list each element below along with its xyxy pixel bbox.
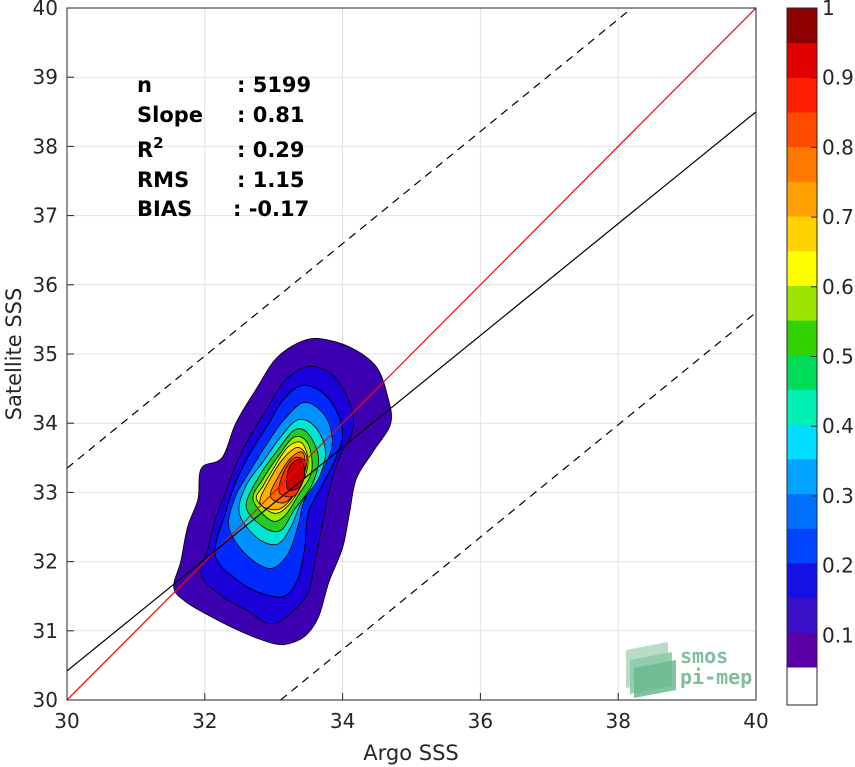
x-ticks: 30 32 34 36 38 40 bbox=[54, 693, 769, 733]
colorbar-tick-label: 0.2 bbox=[822, 554, 854, 578]
colorbar-swatch-12 bbox=[787, 216, 817, 252]
colorbar-swatch-8 bbox=[787, 354, 817, 391]
colorbar bbox=[787, 8, 817, 705]
colorbar-tick-label: 0.7 bbox=[822, 205, 854, 229]
x-tick-label: 32 bbox=[192, 709, 217, 733]
colorbar-swatch-9 bbox=[787, 320, 817, 356]
colorbar-swatch-5 bbox=[787, 458, 817, 495]
y-tick-label: 38 bbox=[33, 134, 58, 158]
colorbar-tick-label: 0.1 bbox=[822, 623, 854, 647]
colorbar-tick-label: 0.8 bbox=[822, 135, 854, 159]
y-tick-label: 34 bbox=[33, 411, 58, 435]
colorbar-swatch-4 bbox=[787, 493, 817, 529]
colorbar-swatch-6 bbox=[787, 424, 817, 460]
y-axis-label: Satellite SSS bbox=[2, 288, 26, 421]
y-tick-label: 32 bbox=[33, 550, 58, 574]
colorbar-swatch-13 bbox=[787, 181, 817, 217]
smos-pi-mep-logo: smos pi-mep bbox=[626, 642, 752, 698]
colorbar-swatch-3 bbox=[787, 528, 817, 564]
stat-r2-value: : 0.29 bbox=[237, 138, 305, 162]
colorbar-swatch-16 bbox=[787, 77, 817, 113]
x-tick-label: 34 bbox=[330, 709, 355, 733]
x-tick-label: 38 bbox=[605, 709, 630, 733]
x-tick-label: 30 bbox=[54, 709, 79, 733]
contour-level-11 bbox=[286, 458, 306, 491]
y-ticks: 30 31 32 33 34 35 36 37 38 39 40 bbox=[33, 0, 74, 712]
one-to-one-line bbox=[67, 8, 756, 700]
colorbar-swatch-1 bbox=[787, 597, 817, 633]
x-tick-label: 36 bbox=[468, 709, 493, 733]
upper-bound-line bbox=[67, 8, 633, 469]
stat-n-value: : 5199 bbox=[237, 73, 311, 97]
y-tick-label: 35 bbox=[33, 342, 58, 366]
y-tick-label: 39 bbox=[33, 65, 58, 89]
colorbar-ticks: 0.1 0.2 0.3 0.4 0.5 0.6 0.7 0.8 0.9 1 bbox=[811, 0, 854, 647]
x-axis-label: Argo SSS bbox=[363, 741, 458, 765]
colorbar-tick-label: 0.6 bbox=[822, 275, 854, 299]
colorbar-swatch-7 bbox=[787, 389, 817, 425]
colorbar-tick-label: 0.9 bbox=[822, 66, 854, 90]
colorbar-swatch-17 bbox=[787, 42, 817, 78]
stat-r2-sup: 2 bbox=[153, 134, 163, 152]
colorbar-bottom-swatch bbox=[787, 667, 817, 705]
stat-slope-label: Slope bbox=[137, 103, 203, 127]
stat-r2-base: R bbox=[137, 138, 153, 162]
stat-rms-value: : 1.15 bbox=[237, 168, 305, 192]
logo-waves-icon bbox=[626, 642, 676, 698]
stat-bias-value: : -0.17 bbox=[233, 197, 309, 221]
line-layer bbox=[67, 8, 756, 700]
y-tick-label: 33 bbox=[33, 480, 58, 504]
stats-box: n : 5199 Slope : 0.81 R2 : 0.29 RMS : 1.… bbox=[137, 73, 311, 221]
colorbar-swatch-10 bbox=[787, 285, 817, 321]
colorbar-swatch-15 bbox=[787, 112, 817, 148]
stat-r2-label: R2 bbox=[137, 134, 164, 162]
y-tick-label: 36 bbox=[33, 273, 58, 297]
colorbar-swatch-18 bbox=[787, 8, 817, 44]
colorbar-tick-label: 0.4 bbox=[822, 414, 854, 438]
y-tick-label: 31 bbox=[33, 619, 58, 643]
lower-bound-line bbox=[280, 312, 756, 700]
y-tick-label: 37 bbox=[33, 204, 58, 228]
x-tick-label: 40 bbox=[743, 709, 768, 733]
colorbar-tick-label: 1 bbox=[822, 0, 835, 20]
colorbar-tick-label: 0.3 bbox=[822, 484, 854, 508]
colorbar-swatch-0 bbox=[787, 632, 817, 668]
y-tick-label: 30 bbox=[33, 688, 58, 712]
logo-line2: pi-mep bbox=[680, 665, 752, 689]
colorbar-swatch-14 bbox=[787, 146, 817, 182]
stat-n-label: n bbox=[137, 73, 152, 97]
colorbar-swatch-11 bbox=[787, 250, 817, 286]
regression-line bbox=[67, 111, 756, 672]
y-tick-label: 40 bbox=[33, 0, 58, 20]
colorbar-swatch-2 bbox=[787, 562, 817, 599]
colorbar-tick-label: 0.5 bbox=[822, 345, 854, 369]
stat-rms-label: RMS bbox=[137, 168, 189, 192]
stat-slope-value: : 0.81 bbox=[237, 103, 305, 127]
logo-line1: smos bbox=[680, 644, 728, 668]
stat-bias-label: BIAS bbox=[137, 197, 192, 221]
